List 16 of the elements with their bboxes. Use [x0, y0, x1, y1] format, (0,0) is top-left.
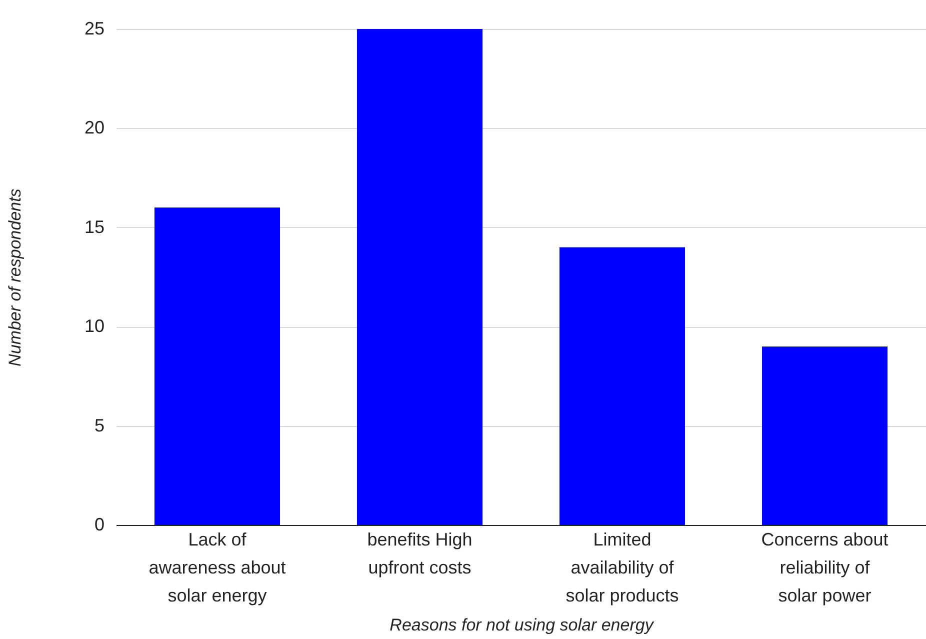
y-axis-title: Number of respondents: [5, 188, 24, 366]
bar: [559, 247, 686, 525]
x-tick-label: Limited availability of solar products: [566, 530, 679, 606]
x-axis-title: Reasons for not using solar energy: [390, 616, 655, 634]
bar: [762, 346, 888, 525]
y-tick-label: 15: [84, 216, 104, 237]
x-tick-label: benefits High upfront costs: [367, 530, 472, 578]
y-tick-label: 5: [94, 415, 104, 436]
y-tick-label: 20: [84, 118, 104, 138]
y-tick-label: 10: [84, 316, 104, 336]
x-tick-label: Lack of awareness about solar energy: [148, 530, 286, 606]
bar: [154, 208, 280, 525]
bar: [356, 29, 483, 525]
y-tick-label: 25: [84, 18, 104, 38]
x-tick-label: Concerns about reliability of solar power: [761, 530, 888, 606]
y-tick-label: 0: [94, 514, 104, 534]
